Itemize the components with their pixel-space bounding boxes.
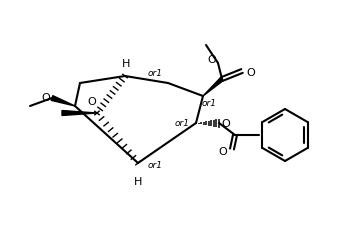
Polygon shape: [51, 96, 75, 106]
Polygon shape: [62, 111, 97, 116]
Text: or1: or1: [148, 69, 163, 78]
Text: O: O: [208, 55, 216, 65]
Polygon shape: [203, 78, 223, 97]
Text: or1: or1: [175, 119, 190, 128]
Text: O: O: [41, 93, 50, 103]
Text: or1: or1: [202, 99, 217, 108]
Text: H: H: [134, 176, 142, 186]
Text: O: O: [88, 97, 96, 106]
Text: O: O: [246, 68, 255, 78]
Text: O: O: [218, 146, 227, 156]
Text: H: H: [122, 59, 130, 69]
Text: O: O: [221, 119, 230, 128]
Text: or1: or1: [148, 160, 163, 169]
